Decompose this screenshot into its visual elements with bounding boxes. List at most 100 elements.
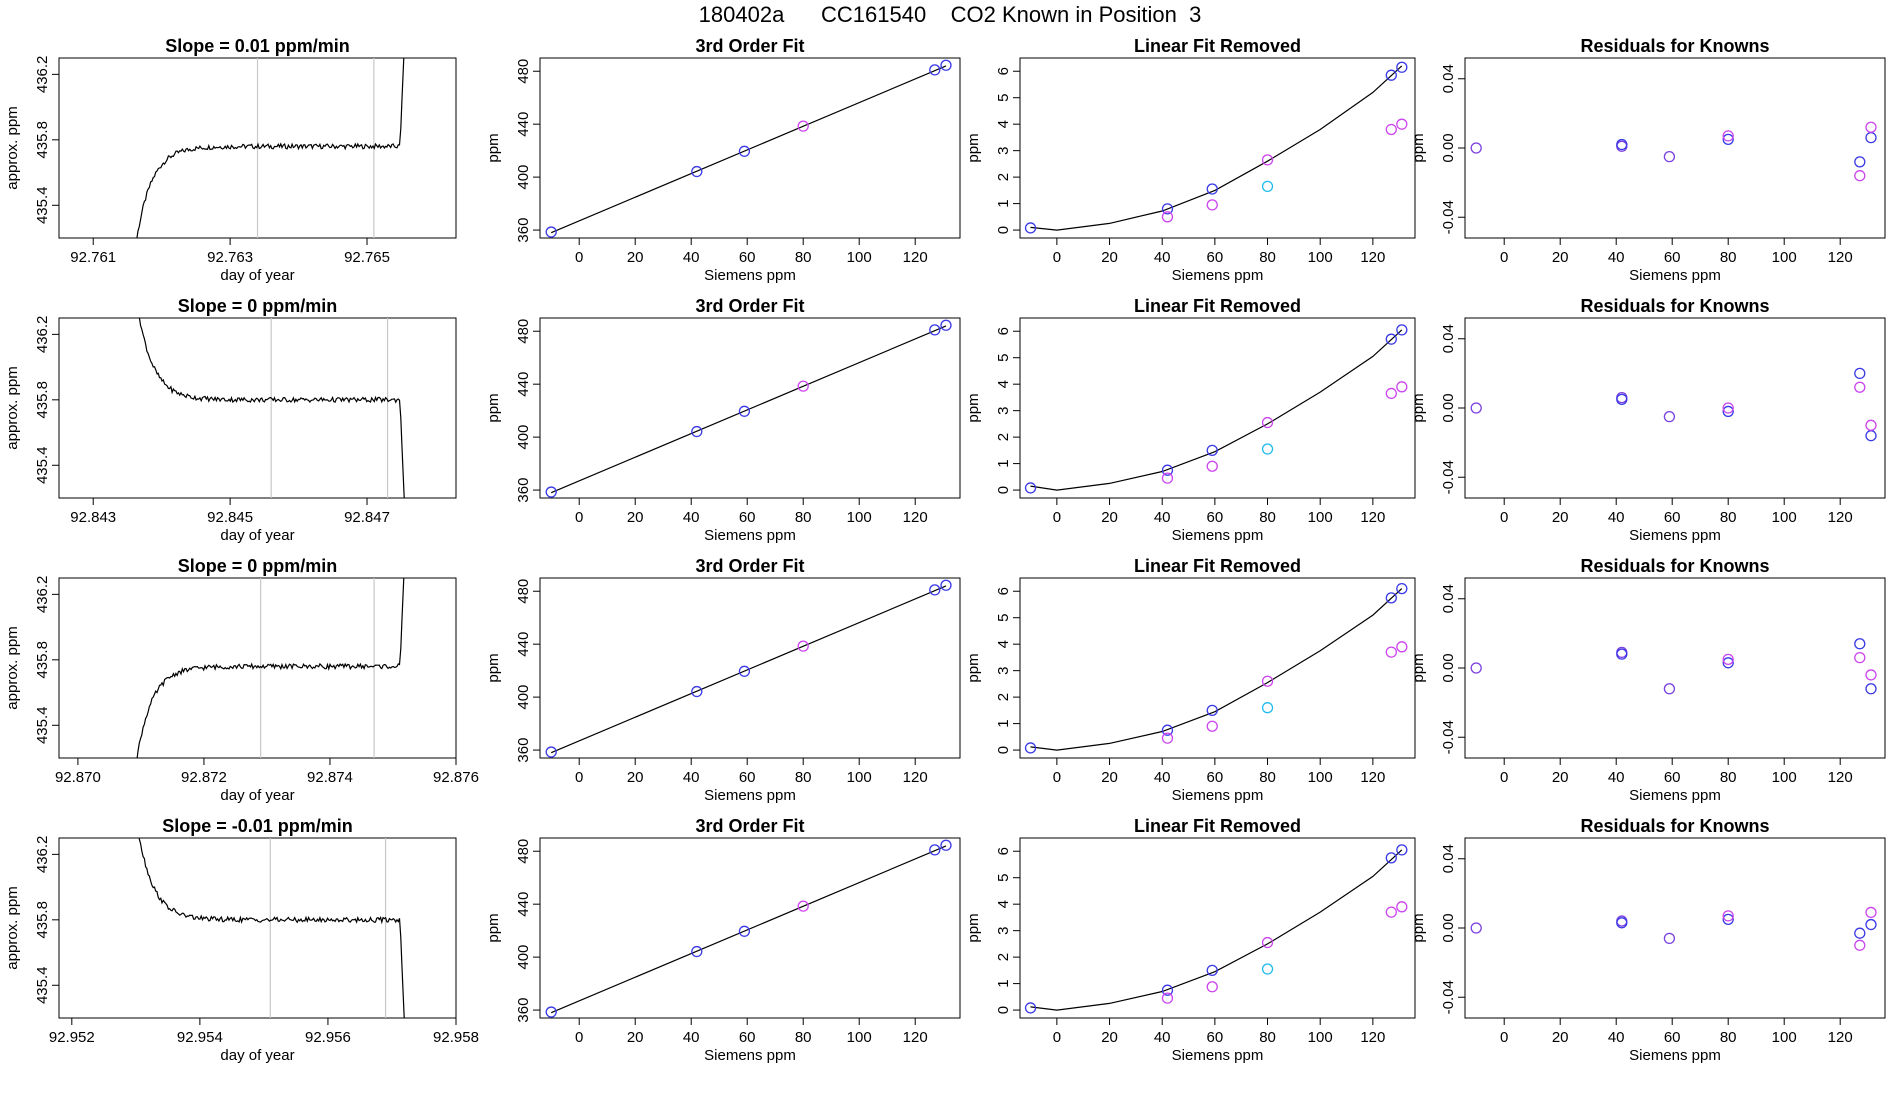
x-tick-label: 80 [795, 769, 812, 786]
x-tick-label: 80 [1259, 509, 1276, 526]
x-tick-label: 60 [1207, 769, 1224, 786]
data-point [1206, 964, 1218, 977]
panel-3-4: Residuals for Knowns 0 20 40 60 80 100 120 -0.04… [1410, 556, 1886, 804]
x-axis-label: day of year [220, 267, 294, 284]
y-tick-label: -0.04 [1440, 980, 1457, 1014]
data-point [1385, 333, 1397, 345]
data-point [1261, 416, 1274, 429]
x-tick-label: 120 [1360, 1029, 1385, 1046]
y-tick-label: 0 [995, 226, 1012, 234]
x-tick-label: 0 [575, 249, 583, 266]
x-tick-label: 80 [1259, 769, 1276, 786]
y-axis-label: ppm [485, 913, 502, 942]
y-tick-label: 435.4 [34, 966, 51, 1004]
data-point [1396, 118, 1408, 130]
y-tick-label: 400 [515, 425, 532, 450]
x-tick-label: 100 [1772, 769, 1797, 786]
x-axis-label: Siemens ppm [1172, 787, 1264, 804]
data-point [1722, 133, 1734, 145]
x-axis-label: day of year [220, 787, 294, 804]
x-tick-label: 60 [1664, 1029, 1681, 1046]
y-axis-label: ppm [965, 913, 982, 942]
y-tick-label: 0 [995, 486, 1012, 494]
y-tick-label: 2 [995, 693, 1012, 701]
fit-curve [1030, 588, 1403, 751]
data-point [1161, 203, 1174, 215]
x-tick-label: 92.847 [344, 509, 390, 526]
x-axis-label: Siemens ppm [1629, 1047, 1721, 1064]
fit-curve [1030, 65, 1403, 231]
data-point [1865, 683, 1877, 695]
y-tick-label: 1 [995, 979, 1012, 987]
x-tick-label: 92.870 [55, 769, 101, 786]
data-point [929, 844, 941, 856]
data-point [545, 746, 557, 758]
y-tick-label: 360 [515, 998, 532, 1023]
y-tick-label: -0.04 [1440, 720, 1457, 754]
data-point [1385, 123, 1397, 136]
chart-title: Residuals for Knowns [1580, 816, 1769, 836]
y-tick-label: 400 [515, 945, 532, 970]
data-point [940, 319, 952, 331]
panel-2-1: Slope = 0 ppm/min 92.843 92.845 92.847 435.4… [4, 296, 457, 544]
x-tick-label: 40 [1154, 249, 1171, 266]
y-tick-label: 0 [995, 746, 1012, 754]
panel-1-4: Residuals for Knowns 0 20 40 60 80 100 120 -0.04… [1410, 36, 1886, 284]
y-tick-label: 1 [995, 719, 1012, 727]
x-axis-label: Siemens ppm [704, 1047, 796, 1064]
chart-title: Slope = 0 ppm/min [178, 556, 338, 576]
y-axis-label: ppm [965, 133, 982, 162]
y-tick-label: -0.04 [1440, 460, 1457, 494]
x-tick-label: 20 [1101, 249, 1118, 266]
x-tick-label: 100 [1772, 249, 1797, 266]
x-tick-label: 0 [1500, 509, 1508, 526]
y-tick-label: 436.2 [34, 836, 51, 874]
plot-area [545, 319, 952, 498]
data-point [929, 64, 941, 76]
data-point [1206, 199, 1218, 211]
panel-3-3: Linear Fit Removed 0 20 40 60 80 100 120 0 1 2 3 4 5 6… [965, 556, 1416, 804]
x-tick-label: 40 [1154, 1029, 1171, 1046]
x-axis-label: Siemens ppm [704, 527, 796, 544]
y-tick-label: 0.04 [1440, 844, 1457, 873]
chart-title: Linear Fit Removed [1134, 36, 1301, 56]
y-axis-label: ppm [485, 393, 502, 422]
panel-1-3: Linear Fit Removed 0 20 40 60 80 100 120 0 1 2 3 4 5 6… [965, 36, 1416, 284]
y-tick-label: 480 [515, 839, 532, 864]
panel-4-2: 3rd Order Fit 0 20 40 60 80 100 120 360 400 440 480… [485, 816, 961, 1064]
x-tick-label: 92.954 [177, 1029, 223, 1046]
y-axis-label: approx. ppm [4, 366, 21, 449]
x-tick-label: 40 [1608, 509, 1625, 526]
y-tick-label: 1 [995, 459, 1012, 467]
x-tick-label: 40 [1608, 1029, 1625, 1046]
x-tick-label: 100 [1308, 769, 1333, 786]
x-tick-label: 0 [1053, 509, 1061, 526]
panel-2-2: 3rd Order Fit 0 20 40 60 80 100 120 360 400 440 480… [485, 296, 961, 544]
chart-title: Linear Fit Removed [1134, 296, 1301, 316]
y-tick-label: 0.00 [1440, 653, 1457, 682]
plot-frame [539, 57, 961, 239]
y-tick-label: 5 [995, 354, 1012, 362]
page-title: 180402a CC161540 CO2 Known in Position 3 [698, 2, 1202, 27]
plot-frame [1019, 837, 1416, 1019]
data-point [1161, 992, 1174, 1004]
chart-title: 3rd Order Fit [695, 36, 804, 56]
data-point [1722, 653, 1734, 665]
plot-frame [58, 317, 457, 499]
panel-4-3: Linear Fit Removed 0 20 40 60 80 100 120 0 1 2 3 4 5 6… [965, 816, 1416, 1064]
data-point [738, 145, 751, 157]
data-point [1663, 683, 1676, 695]
panel-2-4: Residuals for Knowns 0 20 40 60 80 100 120 -0.04… [1410, 296, 1886, 544]
data-point [1616, 393, 1628, 405]
x-tick-label: 100 [1772, 509, 1797, 526]
data-point [545, 486, 557, 498]
data-point [1396, 901, 1408, 913]
data-point [797, 640, 809, 652]
y-tick-label: 3 [995, 406, 1012, 414]
panel-1-1: Slope = 0.01 ppm/min 92.761 92.763 92.765 43… [4, 36, 457, 284]
data-point [1865, 131, 1877, 144]
data-point [1206, 183, 1218, 195]
y-tick-label: 360 [515, 218, 532, 243]
x-tick-label: 60 [1664, 769, 1681, 786]
data-point [1616, 138, 1628, 151]
